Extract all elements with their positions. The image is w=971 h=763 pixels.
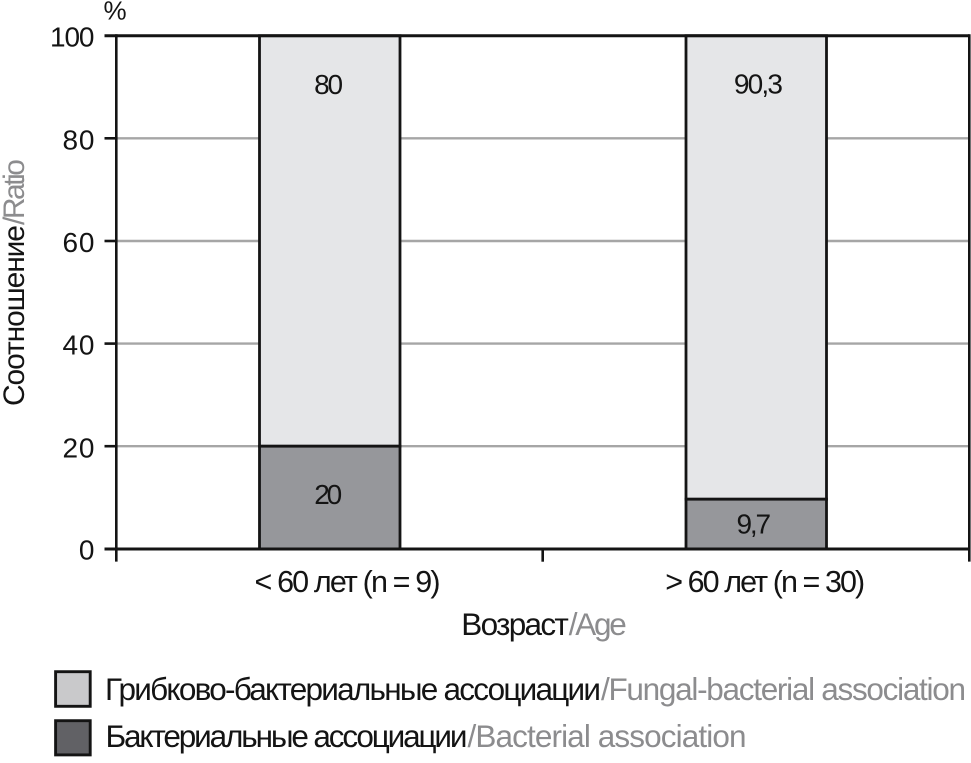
svg-text:20: 20 [314,479,342,510]
svg-text:60: 60 [63,227,95,258]
svg-text:100: 100 [50,21,95,52]
svg-text:40: 40 [63,330,95,361]
svg-text:> 60 лет (n = 30): > 60 лет (n = 30) [665,565,865,599]
svg-text:90,3: 90,3 [734,69,783,100]
svg-text:/Bacterial association: /Bacterial association [468,718,747,754]
svg-text:80: 80 [314,69,343,100]
svg-text:20: 20 [63,432,95,463]
svg-text:80: 80 [63,124,95,155]
svg-text:/Ratio: /Ratio [0,159,31,225]
svg-text:Грибково-бактериальные ассоциа: Грибково-бактериальные ассоциации [105,671,601,707]
svg-text:< 60 лет (n = 9): < 60 лет (n = 9) [255,565,441,599]
svg-text:/Fungal-bacterial association: /Fungal-bacterial association [601,671,966,707]
svg-text:9,7: 9,7 [737,508,772,539]
svg-text:Бактериальные ассоциации: Бактериальные ассоциации [106,718,468,754]
svg-text:0: 0 [79,535,95,566]
svg-text:/Age: /Age [569,606,627,642]
svg-text:Возраст: Возраст [461,606,569,642]
svg-text:Соотношение: Соотношение [0,225,31,406]
svg-text:%: % [104,0,127,26]
